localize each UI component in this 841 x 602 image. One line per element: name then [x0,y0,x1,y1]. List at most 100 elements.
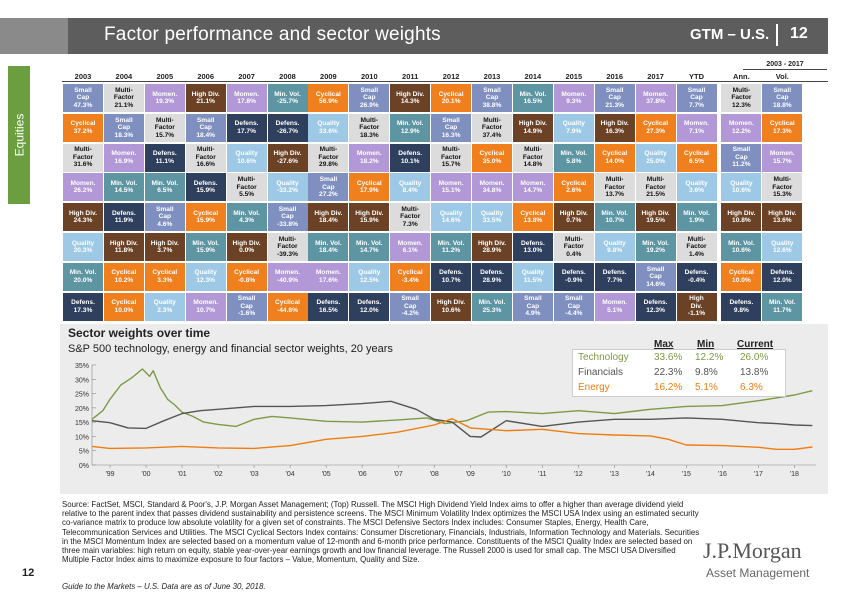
factor-cell-label: High Div. [68,209,98,217]
factor-cell-label: Small Cap [237,295,256,310]
factor-cell: High Div. 11.8% [103,233,144,261]
factor-cell: Cyclical 10.0% [103,292,144,321]
factor-cell-value: 16.5% [319,306,338,314]
equities-tab [8,66,30,204]
factor-cell: Small Cap 4.9% [512,292,553,321]
factor-cell-value: 12.3% [732,101,751,109]
factor-cell: Defens. 17.3% [63,292,103,321]
year-header: 2006 [197,72,215,81]
factor-cell-value: 28.9% [482,247,502,254]
factor-cell: Multi- Factor 21.1% [103,84,144,112]
factor-cell: Cyclical 35.0% [472,143,512,172]
factor-cell-label: Momen. [561,90,587,98]
factor-cell-value: 14.8% [523,161,543,169]
factor-cell: Defens. 10.7% [431,262,472,291]
factor-cell-label: Defens. [439,269,463,277]
factor-cell: High Div. -1.1% [676,292,717,321]
factor-cell: Multi- Factor 7.3% [390,203,431,232]
factor-cell: Cyclical 13.8% [512,203,553,232]
x-tick-label: '17 [754,471,763,478]
factor-cell-label: High Div. [396,90,425,98]
factor-cell-label: Small Cap [401,295,419,310]
factor-cell: Quality 10.6% [721,173,762,202]
factor-cell-label: Momen. [643,90,669,98]
factor-cell: Min. Vol. 1.9% [676,203,717,232]
factor-cell-label: Quality [771,239,794,247]
factor-cell: Defens. -0.4% [676,262,717,291]
factor-cell-label: Cyclical [315,90,341,98]
factor-cell-value: 28.9% [482,276,502,284]
factor-cell: Quality 25.0% [635,143,676,172]
factor-cell-label: Small Cap [565,295,583,310]
factor-cell: Momen. 16.9% [103,143,144,172]
factor-cell: Defens. 9.8% [721,292,762,321]
legend-box [572,349,786,397]
factor-cell-value: 47.3% [73,101,93,109]
factor-cell-label: Multi- Factor [400,206,421,221]
factor-cell-value: -27.6% [277,157,298,165]
factor-cell-label: Multi- Factor [318,146,339,161]
factor-cell-value: 12.0% [772,276,792,284]
y-tick-label: 5% [79,449,89,456]
series-line-financials [91,400,813,438]
factor-cell-value: 18.3% [359,131,379,139]
factor-cell-label: Quality [480,209,504,217]
factor-cell-value: 7.7% [607,276,623,284]
legend-header-max: Max [654,339,674,350]
factor-cell-label: Defens. [275,120,300,128]
factor-cell-label: Momen. [602,299,628,307]
factor-cell-value: 25.3% [482,306,502,314]
factor-cell: Multi- Factor 15.7% [144,113,185,142]
factor-cell-value: 20.1% [441,98,461,105]
factor-cell: Min. Vol. 11.2% [431,233,472,261]
factor-cell-label: Min. Vol. [601,209,628,217]
factor-cell-value: 9.8% [607,247,623,254]
factor-cell-value: -0.4% [687,276,706,284]
factor-cell-label: Multi- Factor [359,116,380,132]
factor-cell-value: 18.4% [196,131,216,139]
factor-cell-value: 11.8% [114,247,134,254]
factor-cell-label: Defens. [602,269,627,277]
factor-cell-label: Quality [235,150,258,158]
factor-cell-label: Cyclical [111,269,137,277]
factor-cell: High Div. 13.6% [762,203,803,232]
factor-cell: Cyclical 17.3% [762,113,803,142]
factor-cell-label: Quality [317,120,340,128]
legend-energy-current: 6.3% [740,382,763,393]
factor-cell-value: 15.9% [196,187,216,195]
x-tick-label: '10 [502,471,511,478]
factor-cell-label: Small Cap [156,206,174,221]
factor-cell: Small Cap 7.7% [676,84,717,112]
factor-cell-value: -25.7% [277,98,298,105]
factor-cell: Min. Vol. 12.9% [390,113,431,142]
factor-cell-value: 6.1% [402,247,418,254]
factor-cell-value: 33.6% [319,127,338,135]
factor-cell: High Div. 3.7% [144,233,185,261]
factor-cell-value: 35.0% [482,157,502,165]
factor-cell: Min. Vol. 10.6% [721,233,762,261]
factor-cell-value: 1.4% [688,250,705,258]
factor-cell-label: Quality [439,209,463,217]
factor-cell: Multi- Factor 16.6% [185,143,226,172]
factor-cell-value: 7.7% [688,101,705,109]
sector-panel-subtitle: S&P 500 technology, energy and financial… [68,343,393,355]
factor-cell: Multi- Factor 15.7% [431,143,472,172]
factor-cell-value: 17.8% [237,98,256,105]
factor-cell-value: 14.6% [441,217,461,225]
factor-cell: High Div. 24.3% [63,203,103,232]
factor-cell: Momen. 5.1% [594,292,635,321]
factor-cell-label: High Div. [727,209,756,217]
factor-cell-label: Small Cap [360,86,379,102]
factor-cell-value: 10.6% [237,157,256,165]
factor-cell-label: Min. Vol. [69,269,97,277]
factor-cell-value: 4.9% [525,310,541,318]
factor-cell-label: Defens. [643,299,668,307]
factor-cell-value: 20.3% [73,247,93,254]
factor-cell-value: 10.7% [196,306,216,314]
factor-cell-value: 10.0% [732,276,751,284]
factor-cell-value: 18.3% [114,131,134,139]
header-bar [68,18,828,54]
factor-cell: Min. Vol. 5.8% [553,143,594,172]
factor-cell-label: Defens. [234,120,259,128]
factor-cell-value: 12.5% [359,276,379,284]
